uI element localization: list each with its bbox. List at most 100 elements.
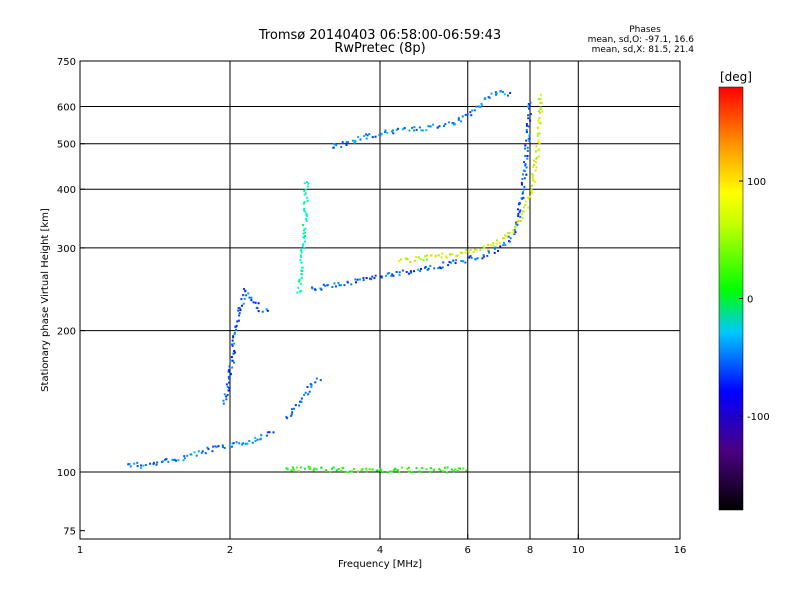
data-point <box>165 458 168 461</box>
data-point <box>423 267 426 270</box>
x-tick-label: 8 <box>527 545 533 556</box>
data-point <box>313 467 316 470</box>
data-point <box>405 270 408 273</box>
data-point <box>347 141 350 144</box>
data-point <box>332 466 335 469</box>
data-point <box>443 125 446 128</box>
data-point <box>523 177 526 180</box>
data-point <box>359 278 362 281</box>
data-point <box>254 439 257 442</box>
data-point <box>319 287 322 290</box>
data-point <box>231 339 234 342</box>
data-point <box>326 283 329 286</box>
data-point <box>285 467 288 470</box>
data-point <box>507 235 510 238</box>
data-point <box>313 288 316 291</box>
data-point <box>413 129 416 132</box>
data-point <box>398 271 401 274</box>
data-point <box>422 129 425 132</box>
data-point <box>140 464 143 467</box>
y-tick-label: 200 <box>57 327 76 338</box>
data-point <box>522 210 525 213</box>
data-point <box>494 246 497 249</box>
data-point <box>503 237 506 240</box>
data-point <box>532 174 535 177</box>
data-point <box>351 470 354 473</box>
data-point <box>290 469 293 472</box>
data-point <box>444 123 447 126</box>
data-point <box>424 255 427 258</box>
data-point <box>136 461 139 464</box>
data-point <box>433 267 436 270</box>
data-point <box>465 248 468 251</box>
data-point <box>461 251 464 254</box>
data-point <box>390 470 393 473</box>
data-point <box>391 273 394 276</box>
data-point <box>527 114 530 117</box>
data-point <box>508 231 511 234</box>
data-point <box>469 111 472 114</box>
data-point <box>360 469 363 472</box>
data-point <box>476 257 479 260</box>
data-point <box>541 110 544 113</box>
data-point <box>528 134 531 137</box>
data-point <box>418 470 421 473</box>
data-point <box>301 244 304 247</box>
data-point <box>400 258 403 261</box>
data-point <box>244 442 247 445</box>
data-point <box>525 130 528 133</box>
data-point <box>413 270 416 273</box>
data-point <box>303 236 306 239</box>
data-point <box>242 302 245 305</box>
data-point <box>415 255 418 258</box>
data-point <box>426 268 429 271</box>
data-point <box>237 309 240 312</box>
data-point <box>487 96 490 99</box>
data-point <box>521 217 524 220</box>
data-point <box>539 98 542 101</box>
data-point <box>229 359 232 362</box>
data-point <box>226 385 229 388</box>
data-point <box>524 164 527 167</box>
data-point <box>303 247 306 250</box>
data-point <box>256 438 259 441</box>
data-point <box>524 154 527 157</box>
data-point <box>475 105 478 108</box>
data-point <box>299 400 302 403</box>
data-point <box>365 137 368 140</box>
data-point <box>299 259 302 262</box>
data-point <box>345 143 348 146</box>
data-point <box>524 200 527 203</box>
data-point <box>335 469 338 472</box>
data-point <box>524 147 527 150</box>
data-points <box>127 90 544 474</box>
data-point <box>228 365 231 368</box>
data-point <box>516 208 519 211</box>
data-point <box>215 446 218 449</box>
data-point <box>357 136 360 139</box>
data-point <box>300 273 303 276</box>
data-point <box>527 137 530 140</box>
data-point <box>236 320 239 323</box>
data-point <box>349 470 352 473</box>
data-point <box>427 267 430 270</box>
data-point <box>488 96 491 99</box>
data-point <box>238 442 241 445</box>
data-point <box>235 324 238 327</box>
data-point <box>361 468 364 471</box>
data-point <box>539 101 542 104</box>
y-tick-label: 400 <box>57 185 76 196</box>
data-point <box>454 468 457 471</box>
data-point <box>177 459 180 462</box>
data-point <box>536 126 539 129</box>
data-point <box>338 284 341 287</box>
data-point <box>243 287 246 290</box>
data-point <box>386 272 389 275</box>
data-point <box>449 261 452 264</box>
data-point <box>453 470 456 473</box>
data-point <box>521 192 524 195</box>
data-point <box>529 119 532 122</box>
data-point <box>309 383 312 386</box>
data-point <box>248 296 251 299</box>
data-point <box>449 253 452 256</box>
